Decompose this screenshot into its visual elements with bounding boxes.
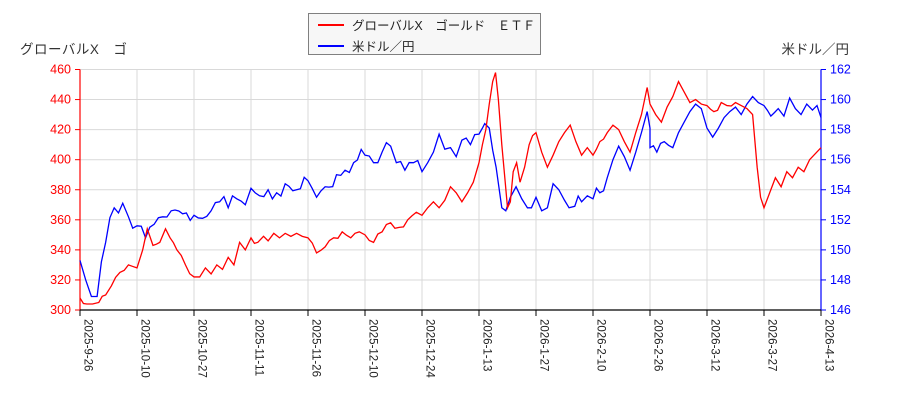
svg-text:2025-10-27: 2025-10-27 <box>196 319 208 378</box>
svg-text:2026-4-13: 2026-4-13 <box>823 319 835 371</box>
svg-text:2025-11-26: 2025-11-26 <box>310 319 322 377</box>
svg-text:146: 146 <box>830 303 851 317</box>
svg-text:2026-3-27: 2026-3-27 <box>766 319 778 371</box>
svg-text:156: 156 <box>830 153 851 167</box>
svg-text:152: 152 <box>830 213 851 227</box>
svg-text:320: 320 <box>50 273 71 287</box>
svg-text:440: 440 <box>50 93 71 107</box>
svg-text:360: 360 <box>50 213 71 227</box>
svg-text:150: 150 <box>830 243 851 257</box>
svg-text:400: 400 <box>50 153 71 167</box>
svg-text:162: 162 <box>830 63 851 77</box>
svg-text:2026-3-12: 2026-3-12 <box>709 319 721 371</box>
svg-text:2025-12-24: 2025-12-24 <box>424 319 436 378</box>
svg-text:2026-1-27: 2026-1-27 <box>538 319 550 371</box>
svg-text:160: 160 <box>830 93 851 107</box>
svg-text:2025-9-26: 2025-9-26 <box>82 319 94 371</box>
svg-text:2026-2-10: 2026-2-10 <box>595 319 607 371</box>
svg-text:380: 380 <box>50 183 71 197</box>
svg-text:148: 148 <box>830 273 851 287</box>
svg-text:2026-2-26: 2026-2-26 <box>652 319 664 371</box>
svg-text:340: 340 <box>50 243 71 257</box>
svg-text:2025-11-11: 2025-11-11 <box>253 319 265 376</box>
svg-text:2026-1-13: 2026-1-13 <box>481 319 493 371</box>
svg-text:300: 300 <box>50 303 71 317</box>
svg-text:154: 154 <box>830 183 851 197</box>
svg-text:2025-12-10: 2025-12-10 <box>367 319 379 378</box>
svg-text:2025-10-10: 2025-10-10 <box>139 319 151 378</box>
svg-text:460: 460 <box>50 63 71 77</box>
svg-text:420: 420 <box>50 123 71 137</box>
svg-text:158: 158 <box>830 123 851 137</box>
